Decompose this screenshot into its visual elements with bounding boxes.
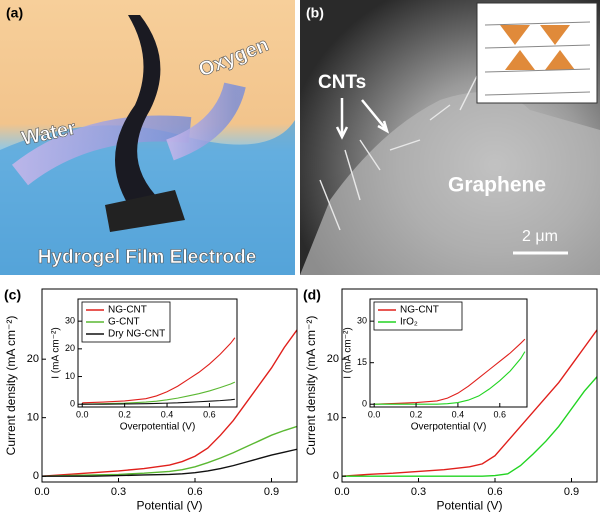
data-line [82, 337, 236, 404]
data-line [374, 338, 526, 405]
panel-label: (b) [306, 5, 324, 21]
data-line [41, 329, 298, 477]
panel-label: (a) [6, 5, 23, 21]
panel-a: (a) Water Oxygen Hydrogel Film Electrode [0, 0, 295, 275]
y-tick-label: 20 [327, 353, 339, 365]
x-tick-label: 0.3 [411, 486, 426, 498]
x-tick-label: 0.9 [564, 486, 579, 498]
x-tick-label: 0.3 [111, 486, 126, 498]
y-tick-label: 0 [362, 399, 367, 409]
y-axis-label: I (mA cm⁻²) [51, 327, 62, 378]
data-line [41, 425, 298, 477]
y-tick-label: 0 [70, 399, 75, 409]
graphene-region [300, 92, 600, 275]
y-tick-label: 20 [65, 343, 75, 353]
graphene-sheets [484, 21, 591, 96]
y-tick-label: 30 [357, 316, 367, 326]
x-tick-label: 0.0 [34, 486, 49, 498]
panel-b: (b) CNTs Graphene 2 μm [300, 0, 600, 275]
film-base [105, 190, 185, 232]
data-line [342, 376, 598, 477]
axis-frame [369, 298, 528, 408]
oxygen-arrow [166, 82, 246, 161]
x-tick-label: 0.6 [487, 486, 502, 498]
y-tick-label: 10 [327, 412, 339, 424]
caption: Hydrogel Film Electrode [38, 247, 257, 268]
legend-label: Dry NG-CNT [108, 329, 165, 340]
legend-frame [373, 301, 463, 331]
panel-label: (d) [303, 287, 321, 303]
y-tick-label: 10 [65, 371, 75, 381]
x-tick-label: 0.0 [334, 486, 349, 498]
legend-label: NG-CNT [400, 305, 439, 316]
cnt-arrow [335, 98, 349, 140]
axis-frame [41, 288, 298, 483]
y-tick-label: 0 [33, 470, 39, 482]
x-tick-label: 0.0 [76, 409, 89, 419]
scale-label: 2 μm [522, 228, 558, 245]
x-axis-label: Potential (V) [136, 498, 202, 512]
x-tick-label: 0.6 [494, 409, 507, 419]
y-tick-label: 30 [65, 316, 75, 326]
legend-label: G-CNT [108, 317, 140, 328]
graphene-label: Graphene [448, 174, 546, 197]
water-arrow [11, 115, 192, 186]
axis-frame [341, 288, 598, 483]
y-tick-label: 10 [27, 412, 39, 424]
cnt-arrow [361, 99, 390, 134]
x-tick-label: 0.2 [410, 409, 423, 419]
x-axis-label: Overpotential (V) [120, 421, 196, 432]
data-line [341, 329, 598, 477]
x-axis-label: Overpotential (V) [411, 421, 487, 432]
y-tick-label: 15 [357, 357, 367, 367]
y-axis-label: Current density (mA cm⁻²) [4, 316, 18, 456]
axis-frame [77, 298, 238, 408]
x-tick-label: 0.6 [187, 486, 202, 498]
legend-label: IrO₂ [400, 317, 418, 328]
x-tick-label: 0.4 [452, 409, 465, 419]
x-tick-label: 0.0 [368, 409, 381, 419]
film [115, 15, 161, 215]
panel-label: (c) [4, 287, 21, 303]
y-tick-label: 0 [333, 470, 339, 482]
cnt-cones [500, 25, 575, 70]
x-axis-label: Potential (V) [436, 498, 502, 512]
y-tick-label: 20 [27, 353, 39, 365]
inset-illustration [476, 2, 598, 104]
data-line [42, 448, 298, 477]
x-tick-label: 0.4 [161, 409, 174, 419]
y-axis-label: I (mA cm⁻²) [343, 327, 354, 378]
cnts-label: CNTs [318, 72, 366, 93]
x-tick-label: 0.9 [264, 486, 279, 498]
x-tick-label: 0.6 [203, 409, 216, 419]
x-tick-label: 0.2 [118, 409, 131, 419]
y-axis-label: Current density (mA cm⁻²) [304, 316, 318, 456]
legend-label: NG-CNT [108, 305, 147, 316]
